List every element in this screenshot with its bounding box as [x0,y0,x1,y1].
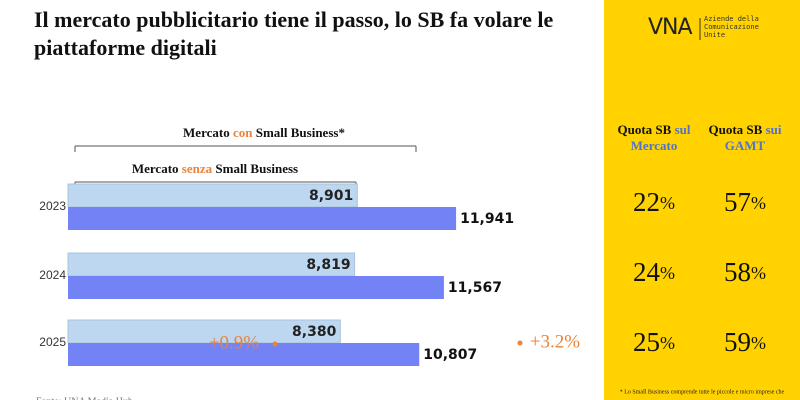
cell-value: 59 [724,327,751,357]
value-label: 10,807 [423,347,477,363]
bar [68,276,444,299]
legend-part: senza [182,161,213,176]
title-box: Il mercato pubblicitario tiene il passo,… [34,7,554,60]
legend-label: Mercato senza Small Business [132,161,298,176]
cell-value: 58 [724,257,751,287]
value-label: 8,380 [292,324,337,340]
table-cell: 57% [724,187,766,217]
column-header: Quota SB sul [618,122,691,137]
table-cell: 58% [724,257,766,287]
value-label: 8,901 [309,188,353,204]
column-header: Mercato [631,138,678,153]
cell-unit: % [660,333,675,353]
cell-value: 25 [633,327,660,357]
legend-part: Mercato [183,125,230,140]
cell-value: 57 [724,187,751,217]
logo-text: Aziende della [704,15,759,23]
cell-unit: % [751,193,766,213]
legend-label: Mercato con Small Business* [183,125,345,140]
legend-part: con [233,125,253,140]
cell-unit: % [751,333,766,353]
value-label: 11,941 [460,211,514,227]
annotation-dot [517,340,523,346]
source: Fonte: UNA Media Hub [36,396,133,400]
table-cell: 22% [633,187,675,217]
y-tick-label: 2025 [39,335,66,349]
column-header: Quota SB sui [709,122,782,137]
header-part: sui [766,122,782,137]
cell-value: 24 [633,257,661,287]
table-cell: 24% [633,257,675,287]
cell-unit: % [660,263,675,283]
header-part: Quota SB [618,122,672,137]
legend-part: Small Business [215,161,298,176]
y-tick-label: 2024 [39,268,66,282]
annotation: +0.9% [209,332,259,353]
logo-text: Comunicazione [704,23,759,31]
bar [68,343,420,366]
footnote: * Lo Small Business comprende tutte le p… [620,389,785,395]
cell-value: 22 [633,187,660,217]
legend-part: Mercato [132,161,179,176]
table-cell: 25% [633,327,675,357]
column-header: GAMT [725,138,766,153]
header-part: sul [675,122,691,137]
logo: VNA [648,15,693,40]
side-panel [604,0,800,400]
value-label: 11,567 [448,280,502,296]
logo-text: Unite [704,31,725,39]
value-label: 8,819 [306,257,350,273]
bar [68,207,457,230]
header-part: Quota SB [709,122,763,137]
annotation: +3.2% [530,331,580,352]
y-tick-label: 2023 [39,199,66,213]
annotation-dot [272,341,278,347]
legend-part: Small Business* [256,125,345,140]
cell-unit: % [660,193,675,213]
table-cell: 59% [724,327,766,357]
chart-title: Il mercato pubblicitario tiene il passo,… [34,7,554,60]
cell-unit: % [751,263,766,283]
